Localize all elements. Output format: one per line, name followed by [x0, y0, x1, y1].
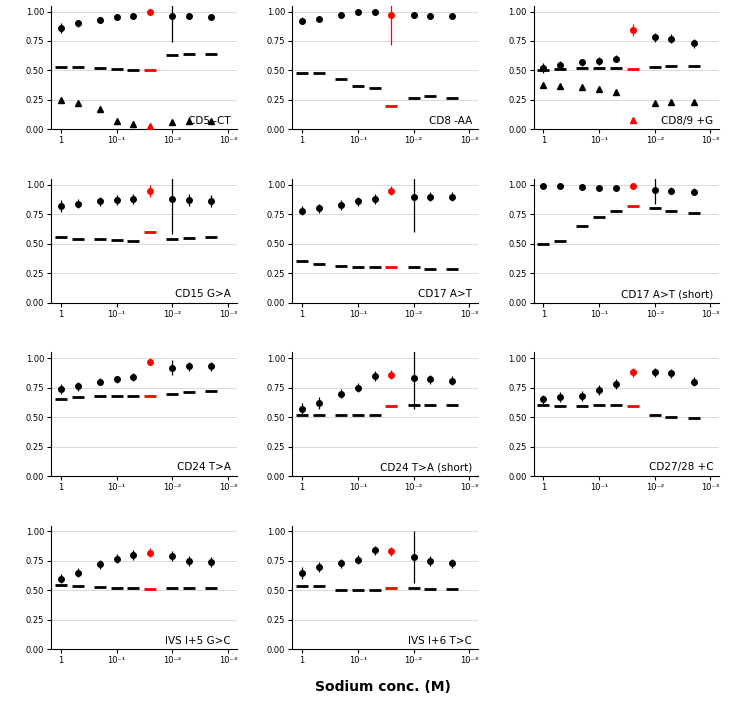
Text: IVS I+6 T>C: IVS I+6 T>C — [408, 635, 472, 646]
Text: CD8/9 +G: CD8/9 +G — [661, 116, 713, 126]
Text: CD17 A>T: CD17 A>T — [418, 289, 472, 299]
Text: CD5 -CT: CD5 -CT — [188, 116, 231, 126]
Text: CD15 G>A: CD15 G>A — [175, 289, 231, 299]
Text: CD24 T>A (short): CD24 T>A (short) — [380, 463, 472, 472]
Text: CD17 A>T (short): CD17 A>T (short) — [621, 289, 713, 299]
Text: IVS I+5 G>C: IVS I+5 G>C — [165, 635, 231, 646]
Text: CD27/28 +C: CD27/28 +C — [649, 463, 713, 472]
Text: CD24 T>A: CD24 T>A — [177, 463, 231, 472]
Text: CD8 -AA: CD8 -AA — [429, 116, 472, 126]
Text: Sodium conc. (M): Sodium conc. (M) — [315, 680, 451, 694]
